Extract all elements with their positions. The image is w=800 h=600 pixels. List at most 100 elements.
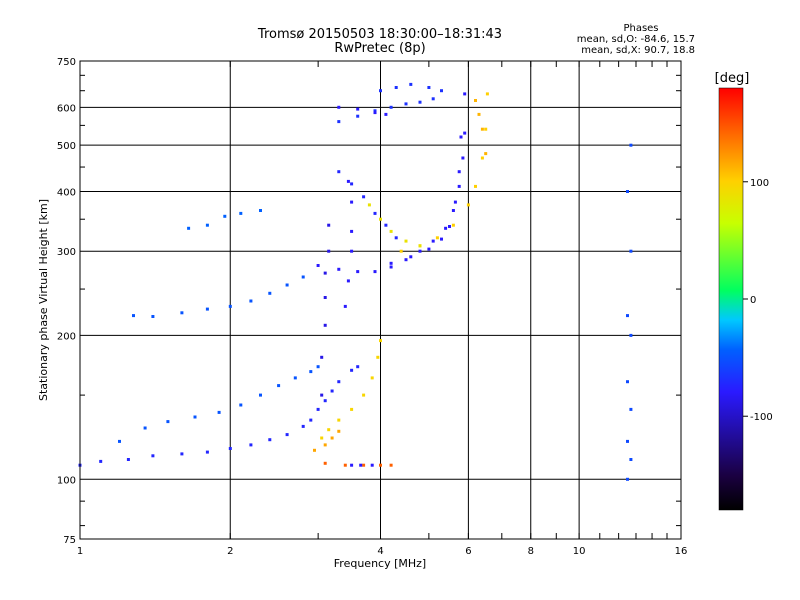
data-point [431, 239, 435, 243]
data-point [228, 447, 232, 450]
data-point [362, 195, 366, 199]
data-point [166, 420, 170, 424]
data-point [327, 223, 331, 227]
data-point [440, 89, 443, 93]
data-point [409, 82, 413, 86]
data-point [320, 355, 324, 359]
data-point [399, 249, 403, 253]
colorbar-tick-label: 0 [750, 295, 756, 306]
data-point [249, 443, 253, 447]
x-tick-label: 8 [528, 546, 534, 557]
data-point [337, 170, 341, 174]
data-point [404, 102, 408, 106]
data-point [427, 86, 431, 89]
data-point [151, 454, 155, 458]
data-point [285, 283, 289, 287]
data-point [180, 452, 184, 456]
data-point [404, 239, 408, 243]
data-point [143, 426, 147, 430]
data-point [239, 211, 243, 215]
data-point [409, 255, 413, 259]
data-point [259, 209, 262, 212]
colorbar [718, 87, 744, 511]
data-point [350, 182, 354, 186]
data-point [370, 463, 374, 467]
x-tick-label: 2 [227, 546, 233, 557]
data-point [337, 105, 341, 109]
data-point [205, 307, 209, 311]
data-point [389, 463, 393, 467]
data-point [477, 112, 481, 116]
data-point [463, 131, 467, 135]
data-point [480, 127, 484, 131]
data-point [132, 314, 135, 318]
data-point [337, 418, 341, 422]
data-point [337, 267, 341, 271]
data-point [379, 89, 382, 93]
colorbar-ticks: 100 0 -100 [743, 178, 773, 423]
stats-title: Phases [623, 23, 658, 34]
data-point [180, 311, 184, 315]
data-point [370, 376, 374, 380]
data-point [151, 315, 155, 318]
data-point [309, 370, 313, 374]
data-point [451, 209, 455, 212]
data-point [466, 203, 470, 207]
data-point [346, 179, 350, 183]
data-point [485, 92, 489, 96]
data-point [394, 236, 398, 240]
data-point [444, 226, 448, 230]
data-point [384, 223, 388, 227]
data-point [323, 461, 327, 465]
y-tick-label: 750 [57, 57, 76, 68]
y-axis-label: Stationary phase Virtual Height [km] [37, 199, 50, 401]
data-point [350, 407, 354, 411]
x-tick-label: 10 [573, 546, 586, 557]
data-point [379, 463, 382, 467]
data-point [350, 463, 354, 467]
data-point [187, 226, 191, 230]
data-point [320, 393, 324, 397]
grid-lines [80, 61, 681, 539]
y-tick-label: 600 [57, 103, 76, 114]
data-point [459, 135, 463, 139]
data-point [629, 249, 633, 253]
data-point [376, 355, 380, 359]
data-point [453, 200, 457, 204]
x-tick-label: 1 [77, 546, 83, 557]
chart-title: Tromsø 20150503 18:30:00–18:31:43 [257, 27, 502, 42]
data-point [379, 339, 382, 343]
data-point [356, 114, 360, 118]
data-point [389, 261, 393, 265]
data-point [327, 249, 331, 253]
data-point [337, 120, 341, 124]
data-point [313, 448, 316, 452]
data-point [343, 463, 347, 467]
data-point [350, 229, 354, 233]
data-point [461, 156, 465, 160]
y-tick-label: 75 [63, 535, 76, 546]
colorbar-label: [deg] [715, 71, 750, 86]
chart-subtitle: RwPretec (8p) [334, 41, 425, 56]
data-point [418, 100, 422, 104]
data-point [301, 275, 305, 279]
y-tick-label: 500 [57, 141, 76, 152]
data-point [316, 264, 320, 267]
data-point [343, 304, 347, 308]
data-point [356, 270, 360, 274]
data-point [484, 127, 488, 131]
x-tick-label: 4 [377, 546, 383, 557]
x-tick-label: 6 [465, 546, 471, 557]
data-point [484, 152, 488, 156]
colorbar-tick-label: -100 [750, 412, 773, 423]
y-tick-label: 400 [57, 187, 76, 198]
data-point [323, 296, 327, 299]
data-point [457, 184, 461, 188]
data-point [626, 439, 629, 443]
data-point [435, 236, 439, 240]
data-point [330, 436, 334, 440]
data-point [350, 249, 354, 253]
data-point [223, 214, 227, 218]
y-axis-ticks: 75 100 200 300 400 500 600 750 [57, 57, 681, 546]
